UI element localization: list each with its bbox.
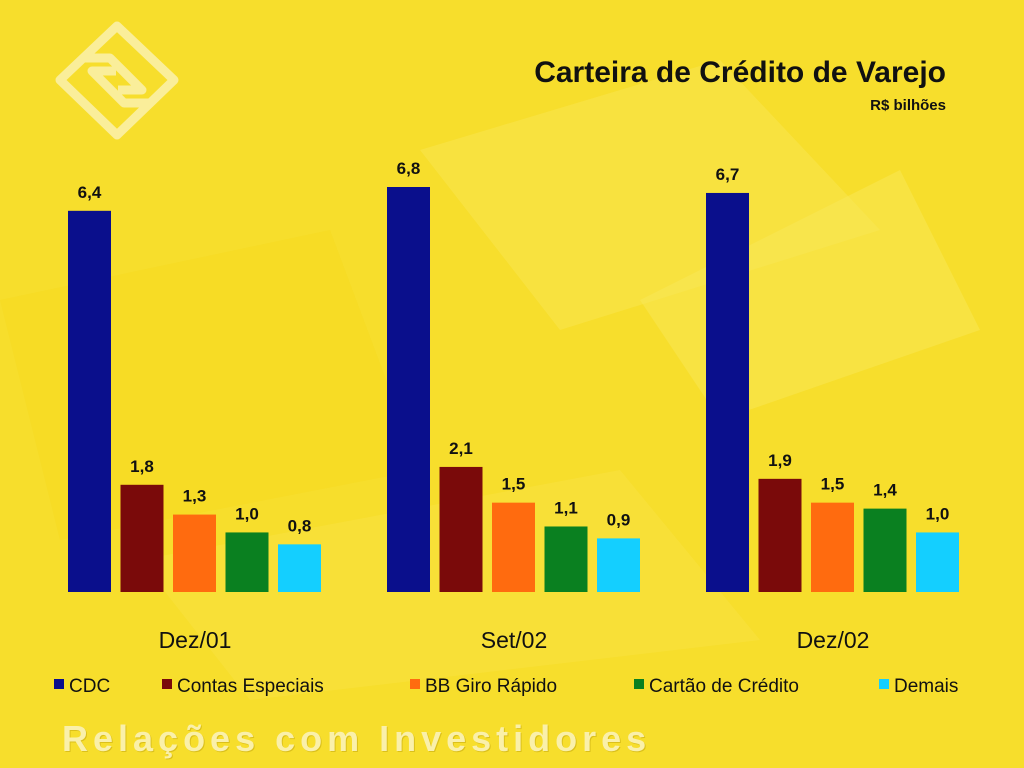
legend-label: Contas Especiais (177, 676, 324, 697)
legend-swatch (410, 679, 420, 689)
data-label: 2,1 (449, 439, 473, 458)
legend-label: Cartão de Crédito (649, 676, 799, 697)
bar-cdc-2 (706, 192, 749, 593)
bar-cdc-0 (68, 210, 111, 592)
legend-item: Demais (879, 676, 958, 698)
data-label: 0,8 (288, 516, 312, 535)
legend-item: Cartão de Crédito (634, 676, 799, 698)
bar-cdc-1 (387, 187, 430, 592)
category-label: Dez/02 (797, 627, 870, 653)
bar-cart-o-de-cr-dito-1 (544, 526, 588, 592)
bar-cart-o-de-cr-dito-2 (863, 508, 907, 592)
bar-contas-especiais-2 (758, 478, 802, 592)
bar-cart-o-de-cr-dito-0 (225, 532, 269, 592)
bar-bb-giro-r-pido-2 (811, 502, 854, 592)
legend-swatch (162, 679, 172, 689)
banco-do-brasil-logo-icon (55, 21, 179, 140)
data-label: 1,5 (821, 475, 845, 494)
legend-swatch (54, 679, 64, 689)
slide-subtitle: R$ bilhões (870, 97, 946, 114)
legend-swatch (634, 679, 644, 689)
data-label: 6,7 (716, 165, 740, 184)
legend-item: BB Giro Rápido (410, 676, 557, 698)
data-label: 1,0 (926, 504, 950, 523)
data-label: 1,1 (554, 498, 578, 517)
legend-item: CDC (54, 676, 110, 698)
data-label: 6,4 (78, 183, 102, 202)
bar-bb-giro-r-pido-0 (173, 514, 216, 592)
data-label: 1,8 (130, 457, 154, 476)
category-label: Dez/01 (159, 627, 232, 653)
bar-contas-especiais-1 (439, 466, 483, 592)
data-label: 1,3 (183, 487, 207, 506)
bar-bb-giro-r-pido-1 (492, 502, 535, 592)
legend-label: BB Giro Rápido (425, 676, 558, 697)
data-label: 0,9 (607, 510, 631, 529)
bar-contas-especiais-0 (120, 484, 164, 592)
slide-title: Carteira de Crédito de Varejo (534, 56, 946, 89)
data-label: 1,4 (873, 481, 897, 500)
legend-swatch (879, 679, 889, 689)
legend-item: Contas Especiais (162, 676, 324, 698)
data-label: 1,9 (768, 451, 792, 470)
data-label: 1,5 (502, 475, 526, 494)
footer-text: Relações com Investidores (62, 718, 652, 759)
data-label: 1,0 (235, 504, 259, 523)
legend-label: Demais (894, 676, 959, 697)
legend-label: CDC (69, 676, 111, 697)
category-label: Set/02 (481, 627, 548, 653)
chart-legend: CDC Contas Especiais BB Giro Rápido Cartão … (0, 676, 1024, 700)
bar-demais-1 (597, 538, 640, 592)
bar-demais-0 (278, 544, 321, 592)
bar-demais-2 (916, 532, 959, 592)
data-label: 6,8 (397, 159, 421, 178)
